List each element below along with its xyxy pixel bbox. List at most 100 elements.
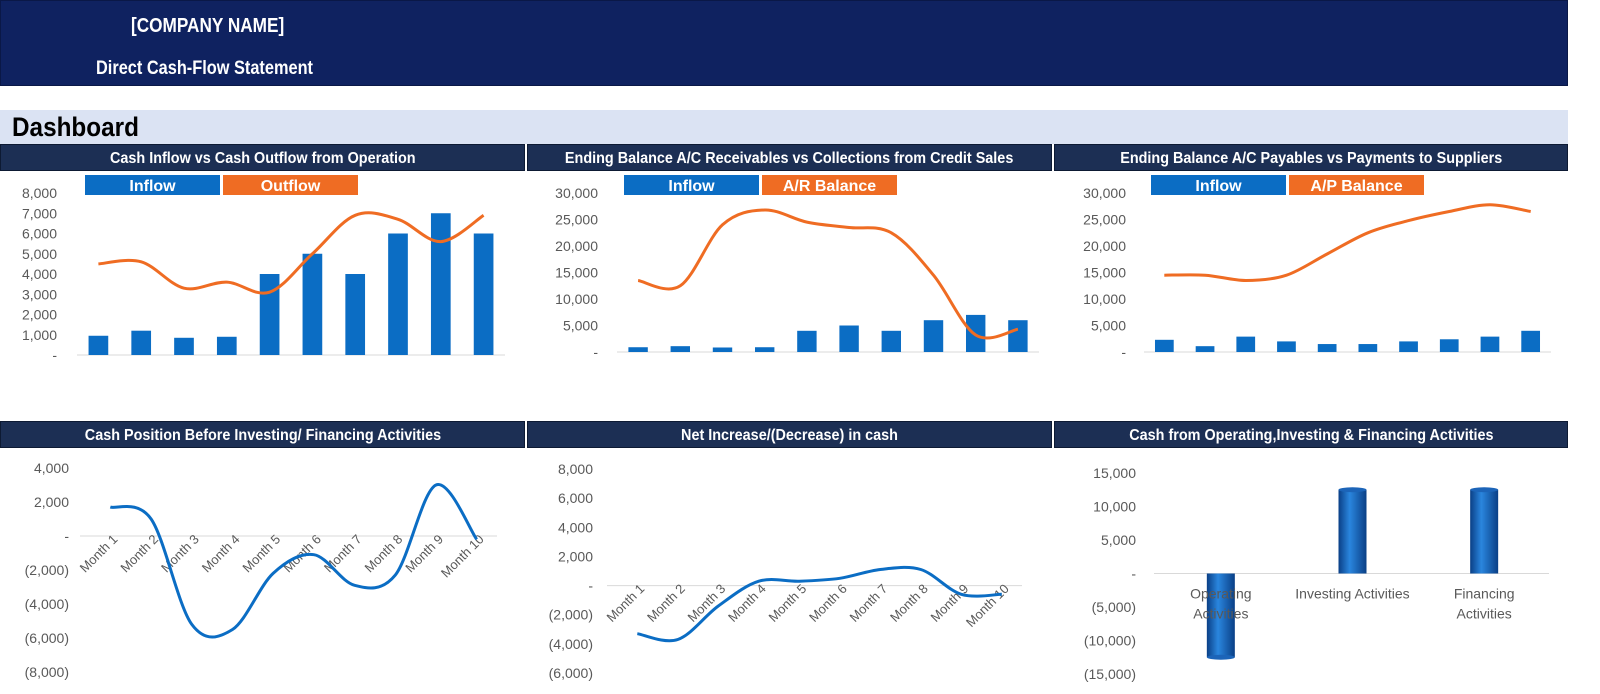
y-tick-label: - [588,578,593,594]
bar [1195,346,1215,352]
y-tick-label: 3,000 [22,286,57,302]
y-tick-label: (8,000) [25,664,69,680]
bar [754,347,775,352]
balance-line [1164,203,1531,283]
x-tick-label: Operating [1190,586,1251,602]
company-name: [COMPANY NAME] [131,15,285,37]
y-tick-label: - [1131,566,1136,582]
balance-line [98,211,485,295]
y-tick-label: 15,000 [1083,265,1126,281]
header-banner: [COMPANY NAME] Direct Cash-Flow Statemen… [0,0,1568,86]
legend-balance-swatch [223,175,358,195]
legend-inflow-swatch [1151,175,1286,195]
y-tick-label: 5,000 [1101,532,1136,548]
bar [259,274,280,355]
y-tick-label: 25,000 [1083,212,1126,228]
bar [345,274,366,355]
bar [388,233,408,355]
activity-bar [1470,489,1499,574]
x-tick-label: Month 1 [77,532,121,576]
y-tick-label: 4,000 [558,519,593,535]
bar [1480,336,1500,352]
legend-inflow-swatch [624,175,759,195]
y-tick-label: (6,000) [549,665,593,681]
y-tick-label: 6,000 [22,226,57,242]
legend-inflow-label: Inflow [1195,178,1242,195]
bar [1399,341,1418,352]
legend-inflow-label: Inflow [129,178,176,195]
bar [1439,339,1459,352]
panel-title-cash-position: Cash Position Before Investing/ Financin… [0,421,525,448]
x-tick-label: Month 8 [887,581,931,625]
y-tick-label: 30,000 [1083,185,1126,201]
y-tick-label: - [1121,344,1126,360]
y-tick-label: (15,000) [1084,666,1136,682]
y-tick-label: (6,000) [25,630,69,646]
legend-balance-swatch [1289,175,1424,195]
legend-balance-swatch [762,175,897,195]
legend-balance-label: A/R Balance [783,178,876,195]
panel-title-payables: Ending Balance A/C Payables vs Payments … [1054,144,1568,171]
y-tick-label: 2,000 [34,494,69,510]
activity-bar-cap [1470,487,1499,493]
y-tick-label: 4,000 [22,266,57,282]
x-tick-label: Month 7 [321,532,365,576]
activity-bar-cap [1338,487,1367,493]
legend-balance-label: Outflow [261,178,321,195]
dashboard-title: Dashboard [12,112,139,142]
x-tick-label: Month 2 [117,532,161,576]
y-tick-label: - [52,347,57,363]
y-tick-label: 5,000 [563,318,598,334]
bar [174,337,194,355]
x-tick-label: Activities [1193,606,1248,622]
x-tick-label: Activities [1457,606,1512,622]
x-tick-label: Month 6 [806,581,850,625]
bar [839,325,859,352]
y-tick-label: 10,000 [1093,499,1136,515]
bar [302,253,323,355]
bar [1521,330,1541,352]
y-tick-label: (2,000) [549,607,593,623]
x-tick-label: Investing Activities [1295,586,1409,602]
y-tick-label: 1,000 [22,327,57,343]
receivables-chart: Inflow A/R Balance 30,000 25,000 20,000 15,00… [555,175,1039,360]
bar [131,330,152,355]
activity-bar [1206,573,1235,658]
y-tick-label: 7,000 [22,205,57,221]
dashboard-bar: Dashboard [0,110,1568,144]
y-tick-label: - [64,528,69,544]
bar [430,213,451,355]
y-tick-label: 2,000 [22,307,57,323]
cash-inflow-outflow-chart: Inflow Outflow 8,000 7,000 6,000 5,000 4,000 3,… [22,175,505,363]
bar [670,346,691,352]
y-tick-label: 15,000 [555,265,598,281]
x-tick-label: Month 7 [847,581,891,625]
y-tick-label: 25,000 [555,212,598,228]
y-tick-label: 5,000 [1091,318,1126,334]
bar [881,330,902,352]
x-tick-label: Month 6 [280,532,324,576]
bar [923,320,944,352]
x-tick-label: Month 10 [438,532,487,581]
bar [1008,320,1028,352]
y-tick-label: 10,000 [555,291,598,307]
bar [1277,341,1296,352]
y-tick-label: - [593,344,598,360]
bar [1154,339,1174,352]
panel-title-receivables: Ending Balance A/C Receivables vs Collec… [527,144,1052,171]
activity-bar [1338,489,1367,574]
y-tick-label: 20,000 [1083,238,1126,254]
y-tick-label: 20,000 [555,238,598,254]
x-tick-label: Month 10 [963,581,1012,630]
legend-inflow-swatch [85,175,220,195]
bar [1317,344,1337,352]
activities-chart: 15,000 10,000 5,000 - (5,000) (10,000) (15,000… [1084,465,1549,682]
balance-line [637,208,1019,340]
x-tick-label: Month 4 [199,532,243,576]
panel-title-activities: Cash from Operating,Investing & Financin… [1054,421,1568,448]
bar [628,347,648,352]
y-tick-label: 15,000 [1093,465,1136,481]
panel-title-net-increase: Net Increase/(Decrease) in cash [527,421,1052,448]
bar [1358,344,1378,352]
bar [473,233,494,355]
